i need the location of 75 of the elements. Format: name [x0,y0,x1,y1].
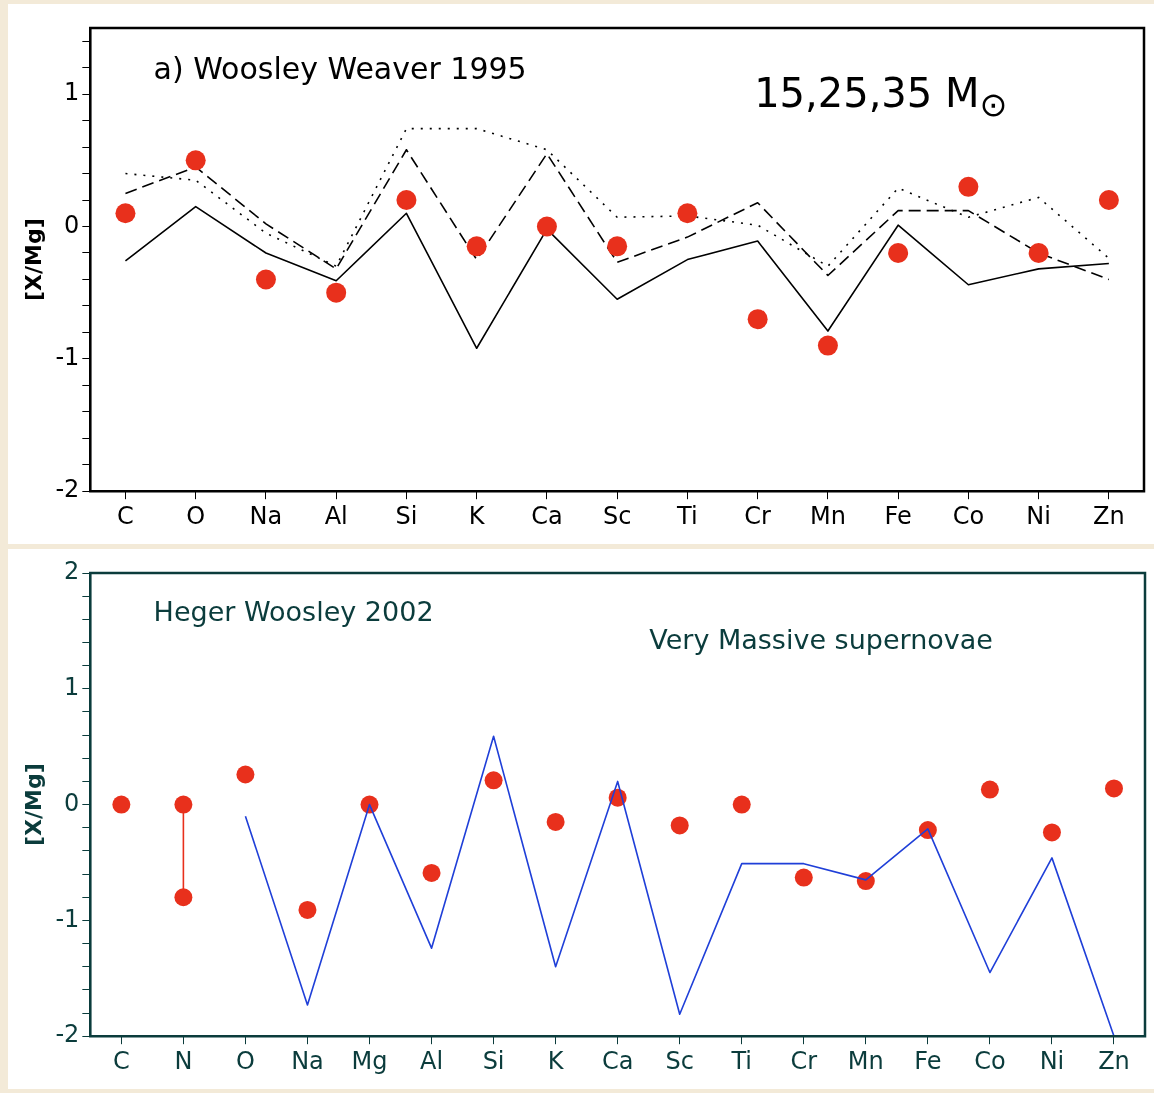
point [677,203,698,224]
x-tick-label: Co [952,501,985,530]
point [185,150,206,171]
x-tick-label: C [112,1046,130,1075]
point [396,190,417,211]
x-tick-label: K [547,1046,565,1075]
point [536,216,557,237]
x-tick-label: Ti [676,501,698,530]
x-tick-label: Mn [809,501,846,530]
point [670,816,689,835]
x-tick-label: Na [291,1046,324,1075]
x-tick-label: Cr [744,501,772,530]
x-tick-label: Sc [665,1046,694,1075]
y-tick-label: -1 [55,904,80,933]
point [1104,779,1123,798]
x-tick-label: K [468,501,486,530]
x-tick-label: Cr [790,1046,818,1075]
x-tick-label: Sc [602,501,632,530]
x-tick-label: C [117,501,134,530]
y-tick-label: 2 [64,557,80,586]
y-tick-label: -2 [55,1020,80,1049]
x-tick-label: Zn [1098,1046,1130,1075]
y-tick-label: 1 [64,78,80,107]
y-tick-label: -1 [55,343,80,372]
y-tick-label: 0 [64,210,80,239]
x-tick-label: Zn [1093,501,1125,530]
x-tick-label: Al [420,1046,444,1075]
x-tick-label: Ni [1039,1046,1065,1075]
x-tick-label: Ni [1026,501,1051,530]
point [298,900,317,919]
point [236,765,255,784]
annotation: a) Woosley Weaver 1995 [153,51,527,87]
point [546,812,565,831]
x-tick-label: O [235,1046,255,1075]
x-tick-label: Co [974,1046,1006,1075]
x-tick-label: Mg [351,1046,388,1075]
annotation: Heger Woosley 2002 [153,596,434,628]
x-tick-label: O [186,501,206,530]
x-tick-label: Fe [884,501,912,530]
x-tick-label: Ca [531,501,563,530]
point [466,236,487,257]
point [174,888,193,907]
point [607,236,628,257]
point [888,242,909,263]
point [115,203,136,224]
y-axis-title: [X/Mg] [20,763,46,846]
point [980,780,999,799]
annotation: Very Massive supernovae [649,623,993,655]
x-tick-label: Si [482,1046,505,1075]
point [817,335,838,356]
point [732,795,751,814]
y-tick-label: -2 [55,475,80,504]
point [747,309,768,330]
x-tick-label: Ca [601,1046,634,1075]
point [1042,823,1061,842]
annotation: 15,25,35 M$_{⊙}$ [754,69,1008,124]
point [1028,242,1049,263]
point [422,863,441,882]
point [958,176,979,197]
point [1098,190,1119,211]
y-tick-label: 0 [64,788,80,817]
x-tick-label: Mn [847,1046,884,1075]
x-tick-label: Fe [914,1046,942,1075]
x-tick-label: Al [324,501,348,530]
x-tick-label: Na [249,501,283,530]
point [326,282,347,303]
point [794,868,813,887]
point [484,771,503,790]
y-axis-title: [X/Mg] [20,218,46,301]
point [255,269,276,290]
point [112,795,131,814]
x-tick-label: Si [395,501,418,530]
x-tick-label: N [174,1046,193,1075]
x-tick-label: Ti [730,1046,753,1075]
y-tick-label: 1 [64,673,80,702]
